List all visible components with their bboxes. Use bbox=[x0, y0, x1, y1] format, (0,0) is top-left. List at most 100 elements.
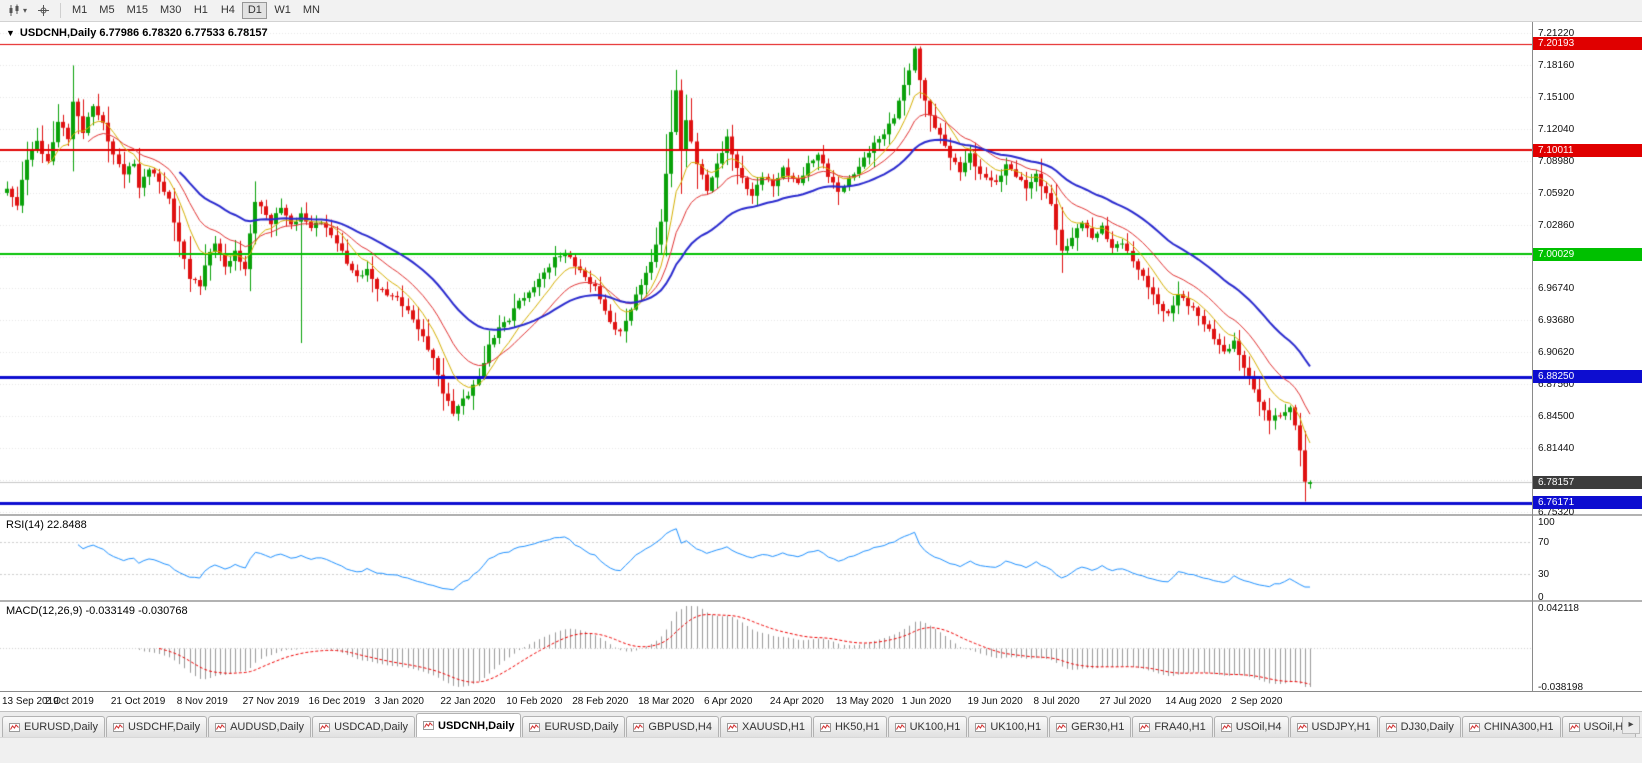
date-axis-label: 27 Jul 2020 bbox=[1099, 696, 1152, 707]
rsi-indicator-label: RSI(14) 22.8488 bbox=[6, 519, 87, 531]
rsi-axis-tick: 70 bbox=[1538, 537, 1550, 549]
macd-indicator-label: MACD(12,26,9) -0.033149 -0.030768 bbox=[6, 605, 188, 617]
chart-tab-label: CHINA300,H1 bbox=[1483, 721, 1554, 733]
chart-thumbnail-icon bbox=[1139, 722, 1151, 732]
chart-tab-label: UK100,H1 bbox=[990, 721, 1042, 733]
chevron-down-icon: ▾ bbox=[23, 6, 28, 15]
main-chart-canvas[interactable] bbox=[0, 22, 1532, 514]
date-axis-label: 2 Sep 2020 bbox=[1231, 696, 1283, 707]
date-axis-label: 8 Nov 2019 bbox=[176, 696, 228, 707]
price-level-badge-6.76171: 6.76171 bbox=[1533, 496, 1642, 510]
macd-indicator-canvas[interactable] bbox=[0, 602, 1532, 691]
chart-tab-fra40-h1[interactable]: FRA40,H1 bbox=[1132, 716, 1213, 737]
chart-tab-label: USOil,H1 bbox=[1583, 721, 1630, 733]
chart-tab-usoil-h1[interactable]: USOil,H1 bbox=[1561, 716, 1637, 737]
price-level-badge-7.10011: 7.10011 bbox=[1533, 143, 1642, 157]
date-axis-label: 27 Nov 2019 bbox=[242, 696, 300, 707]
date-axis-label: 10 Feb 2020 bbox=[506, 696, 563, 707]
chart-tab-eurusd-daily[interactable]: EURUSD,Daily bbox=[2, 716, 105, 737]
chart-tab-label: USOil,H4 bbox=[1235, 721, 1282, 733]
price-axis-tick: 7.12040 bbox=[1538, 123, 1575, 135]
rsi-indicator-canvas[interactable] bbox=[0, 516, 1532, 600]
chart-tab-usdchf-daily[interactable]: USDCHF,Daily bbox=[105, 716, 208, 737]
price-axis-tick: 7.02860 bbox=[1538, 219, 1575, 231]
chart-tab-usdjpy-h1[interactable]: USDJPY,H1 bbox=[1289, 716, 1378, 737]
chart-tab-dj30-daily[interactable]: DJ30,Daily bbox=[1378, 716, 1461, 737]
chart-tab-label: XAUUSD,H1 bbox=[741, 721, 805, 733]
panel-splitter[interactable] bbox=[0, 514, 1642, 516]
timeframe-button-m5[interactable]: M5 bbox=[94, 2, 119, 19]
price-axis-tick: 6.96740 bbox=[1538, 283, 1575, 295]
chart-tab-uk100-h1[interactable]: UK100,H1 bbox=[887, 716, 968, 737]
date-axis-label: 13 Sep 2019 bbox=[2, 696, 59, 707]
timeframe-button-h1[interactable]: H1 bbox=[188, 2, 213, 19]
chart-thumbnail-icon bbox=[319, 722, 331, 732]
date-axis-label: 2 Oct 2019 bbox=[44, 696, 94, 707]
chart-tab-label: DJ30,Daily bbox=[1400, 721, 1454, 733]
date-axis-label: 28 Feb 2020 bbox=[572, 696, 629, 707]
chart-tab-china300-h1[interactable]: CHINA300,H1 bbox=[1461, 716, 1561, 737]
date-axis-label: 8 Jul 2020 bbox=[1033, 696, 1080, 707]
status-bar bbox=[0, 737, 1642, 763]
chart-tab-hk50-h1[interactable]: HK50,H1 bbox=[812, 716, 887, 737]
date-axis-label: 1 Jun 2020 bbox=[901, 696, 952, 707]
timeframe-button-d1[interactable]: D1 bbox=[242, 2, 268, 19]
chart-thumbnail-icon bbox=[215, 722, 227, 732]
time-axis[interactable]: 13 Sep 2019 2 Oct 2019 21 Oct 2019 8 Nov 20… bbox=[0, 692, 1642, 711]
rsi-axis-tick: 100 bbox=[1538, 517, 1555, 528]
chart-tab-label: HK50,H1 bbox=[834, 721, 880, 733]
price-axis-tick: 6.75320 bbox=[1538, 506, 1575, 518]
timeframe-button-h4[interactable]: H4 bbox=[215, 2, 240, 19]
chart-header: ▼ USDCNH,Daily 6.77986 6.78320 6.77533 6.… bbox=[6, 27, 268, 39]
chart-thumbnail-icon bbox=[1468, 722, 1480, 732]
chart-thumbnail-icon bbox=[112, 722, 124, 732]
date-axis-label: 3 Jan 2020 bbox=[374, 696, 424, 707]
timeframe-button-w1[interactable]: W1 bbox=[269, 2, 296, 19]
chart-type-button[interactable]: ▾ bbox=[4, 2, 31, 20]
price-level-badge-7.20193: 7.20193 bbox=[1533, 37, 1642, 51]
price-axis-tick: 6.87560 bbox=[1538, 379, 1575, 391]
date-axis-label: 24 Apr 2020 bbox=[769, 696, 824, 707]
crosshair-icon bbox=[38, 5, 50, 16]
chart-tab-label: FRA40,H1 bbox=[1154, 721, 1206, 733]
chart-thumbnail-icon bbox=[1296, 722, 1308, 732]
price-axis-tick: 6.81440 bbox=[1538, 442, 1575, 454]
price-axis-tick: 6.84500 bbox=[1538, 411, 1575, 423]
charts-tab-bar: EURUSD,Daily USDCHF,Daily AUDUSD,Daily U… bbox=[0, 711, 1642, 737]
chart-thumbnail-icon bbox=[726, 722, 738, 732]
chart-tab-usdcnh-daily[interactable]: USDCNH,Daily bbox=[416, 713, 522, 737]
chart-tab-xauusd-h1[interactable]: XAUUSD,H1 bbox=[719, 716, 812, 737]
crosshair-button[interactable] bbox=[33, 2, 54, 20]
timeframe-button-m1[interactable]: M1 bbox=[67, 2, 92, 19]
timeframe-button-m15[interactable]: M15 bbox=[122, 2, 153, 19]
chart-tab-uk100-h1[interactable]: UK100,H1 bbox=[968, 716, 1049, 737]
chart-tab-label: USDJPY,H1 bbox=[1311, 721, 1371, 733]
chart-thumbnail-icon bbox=[1056, 722, 1068, 732]
chart-thumbnail-icon bbox=[633, 722, 645, 732]
top-toolbar: ▾ M1 M5 M15 M30 H1 H4 D1 W1 MN bbox=[0, 0, 1642, 22]
chart-tab-usdcad-daily[interactable]: USDCAD,Daily bbox=[312, 716, 416, 737]
panel-splitter[interactable] bbox=[0, 600, 1642, 602]
price-axis-tick: 7.21220 bbox=[1538, 28, 1575, 40]
macd-axis-tick: -0.038198 bbox=[1538, 682, 1584, 693]
one-click-trading-toggle[interactable]: ▼ bbox=[6, 28, 15, 38]
symbol-title: USDCNH,Daily bbox=[19, 27, 97, 39]
chart-tab-eurusd-daily[interactable]: EURUSD,Daily bbox=[522, 716, 626, 737]
price-axis-tick: 6.90620 bbox=[1538, 347, 1575, 359]
chart-thumbnail-icon bbox=[9, 722, 20, 732]
timeframe-button-mn[interactable]: MN bbox=[298, 2, 325, 19]
chart-tab-ger30-h1[interactable]: GER30,H1 bbox=[1049, 716, 1132, 737]
date-axis-label: 21 Oct 2019 bbox=[110, 696, 166, 707]
chart-tab-gbpusd-h4[interactable]: GBPUSD,H4 bbox=[626, 716, 719, 737]
chart-thumbnail-icon bbox=[529, 722, 541, 732]
price-level-badge-6.88250: 6.88250 bbox=[1533, 370, 1642, 384]
date-axis-label: 6 Apr 2020 bbox=[704, 696, 753, 707]
tab-scroll-right-button[interactable]: ▸ bbox=[1622, 716, 1640, 734]
chart-thumbnail-icon bbox=[819, 722, 831, 732]
timeframe-button-m30[interactable]: M30 bbox=[155, 2, 186, 19]
chart-tab-label: USDCAD,Daily bbox=[334, 721, 409, 733]
chart-tab-usoil-h4[interactable]: USOil,H4 bbox=[1213, 716, 1289, 737]
chart-tab-label: USDCNH,Daily bbox=[438, 719, 515, 732]
chart-tab-audusd-daily[interactable]: AUDUSD,Daily bbox=[208, 716, 312, 737]
